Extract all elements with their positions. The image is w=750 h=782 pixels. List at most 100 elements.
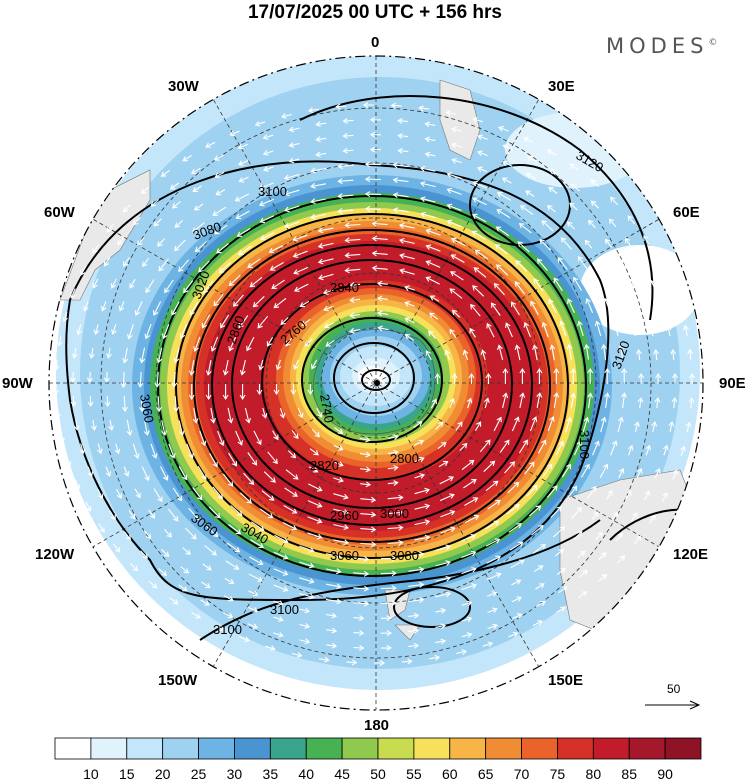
- wind-vector-arrow: [573, 440, 582, 456]
- wind-vector-arrow: [293, 283, 309, 292]
- wind-vector-arrow: [507, 481, 520, 494]
- wind-vector-arrow: [526, 484, 538, 497]
- wind-vector-arrow: [429, 312, 439, 320]
- wind-vector-arrow: [333, 524, 349, 531]
- wind-vector-arrow: [661, 492, 668, 503]
- wind-vector-arrow: [612, 320, 619, 337]
- wind-vector-arrow: [553, 277, 563, 292]
- wind-vector-arrow: [191, 612, 201, 619]
- colorbar-tick-label: 15: [118, 766, 135, 782]
- colorbar-tick-label: 40: [298, 766, 315, 782]
- wind-vector-arrow: [123, 531, 131, 541]
- wind-vector-arrow: [224, 577, 235, 585]
- svg-text:2800: 2800: [390, 451, 419, 466]
- wind-vector-arrow: [387, 449, 399, 456]
- wind-vector-arrow: [168, 443, 176, 459]
- wind-vector-arrow: [486, 591, 498, 597]
- lon-label-0: 0: [371, 34, 380, 51]
- wind-vector-arrow: [380, 615, 392, 622]
- wind-vector-arrow: [325, 339, 335, 347]
- wind-vector-arrow: [360, 541, 377, 548]
- wind-vector-arrow: [325, 553, 342, 559]
- wind-vector-arrow: [446, 172, 462, 180]
- wind-vector-arrow: [392, 162, 409, 169]
- wind-vector-arrow: [474, 249, 489, 260]
- wind-vector-arrow: [418, 105, 430, 112]
- wind-vector-arrow: [222, 473, 234, 487]
- wind-vector-arrow: [315, 151, 327, 158]
- wind-vector-arrow: [228, 274, 241, 287]
- colorbar-tick-label: 85: [621, 766, 638, 782]
- wind-vector-arrow: [250, 521, 265, 531]
- brand-logo: MODES©: [606, 34, 718, 58]
- wind-vector-arrow: [182, 547, 191, 556]
- wind-vector-arrow: [496, 344, 504, 361]
- wind-vector-arrow: [197, 465, 207, 480]
- wind-vector-arrow: [87, 466, 94, 478]
- wind-vector-arrow: [625, 490, 632, 501]
- wind-vector-arrow: [257, 315, 269, 329]
- wind-vector-arrow: [353, 630, 365, 636]
- wind-vector-arrow: [249, 556, 264, 566]
- wind-vector-arrow: [687, 348, 694, 360]
- lon-label-60w: 60W: [44, 204, 75, 221]
- wind-vector-arrow: [662, 444, 669, 456]
- wind-vector-arrow: [307, 532, 323, 540]
- wind-vector-arrow: [559, 320, 567, 336]
- wind-vector-arrow: [536, 258, 548, 271]
- wind-vector-arrow: [218, 262, 231, 274]
- wind-vector-arrow: [323, 305, 334, 312]
- wind-vector-arrow: [202, 563, 212, 571]
- wind-vector-arrow: [638, 258, 645, 269]
- wind-vector-arrow: [434, 372, 441, 384]
- wind-vector-arrow: [408, 612, 420, 619]
- svg-text:3080: 3080: [390, 548, 419, 563]
- wind-vector-arrow: [353, 615, 365, 622]
- wind-vector-arrow: [140, 550, 149, 559]
- wind-vector-arrow: [420, 211, 436, 219]
- wind-vector-arrow: [376, 280, 388, 287]
- wind-vector-arrow: [435, 421, 444, 430]
- wind-vector-arrow: [337, 163, 354, 170]
- wind-vector-arrow: [556, 567, 567, 575]
- colorbar-tick-label: 30: [226, 766, 243, 782]
- wind-vector-arrow: [137, 237, 145, 246]
- wind-vector-arrow: [659, 302, 665, 313]
- wind-vector-arrow: [665, 325, 672, 337]
- wind-vector-arrow: [87, 395, 94, 408]
- wind-vector-arrow: [435, 638, 447, 645]
- wind-vector-arrow: [387, 480, 399, 487]
- wind-vector-arrow: [179, 323, 188, 340]
- wind-vector-arrow: [192, 407, 199, 424]
- wind-vector-arrow: [150, 198, 160, 207]
- wind-vector-arrow: [317, 258, 334, 265]
- wind-vector-arrow: [299, 638, 311, 645]
- wind-vector-arrow: [541, 220, 554, 232]
- wind-vector-arrow: [435, 591, 452, 598]
- wind-vector-arrow: [437, 441, 447, 450]
- wind-vector-arrow: [299, 545, 315, 553]
- wind-vector-arrow: [139, 347, 146, 364]
- wind-vector-arrow: [556, 606, 566, 613]
- wind-vector-arrow: [291, 429, 299, 440]
- wind-vector-arrow: [212, 206, 227, 216]
- wind-vector-arrow: [450, 237, 466, 246]
- wind-vector-arrow: [529, 416, 538, 432]
- wind-vector-arrow: [210, 336, 219, 352]
- wind-vector-arrow: [260, 232, 275, 241]
- wind-vector-arrow: [189, 301, 199, 316]
- wind-vector-arrow: [425, 228, 441, 236]
- wind-vector-arrow: [582, 416, 590, 433]
- wind-vector-arrow: [273, 584, 289, 592]
- wind-vector-arrow: [285, 337, 293, 347]
- wind-vector-arrow: [333, 477, 344, 483]
- wind-vector-arrow: [310, 198, 327, 205]
- wind-vector-arrow: [474, 421, 482, 431]
- wind-vector-arrow: [552, 526, 566, 538]
- colorbar-tick-label: 25: [190, 766, 207, 782]
- wind-vector-arrow: [337, 208, 354, 215]
- wind-vector-arrow: [232, 294, 244, 307]
- wind-vector-arrow: [318, 273, 334, 281]
- wind-vector-arrow: [499, 439, 510, 453]
- wind-vector-arrow: [609, 196, 618, 206]
